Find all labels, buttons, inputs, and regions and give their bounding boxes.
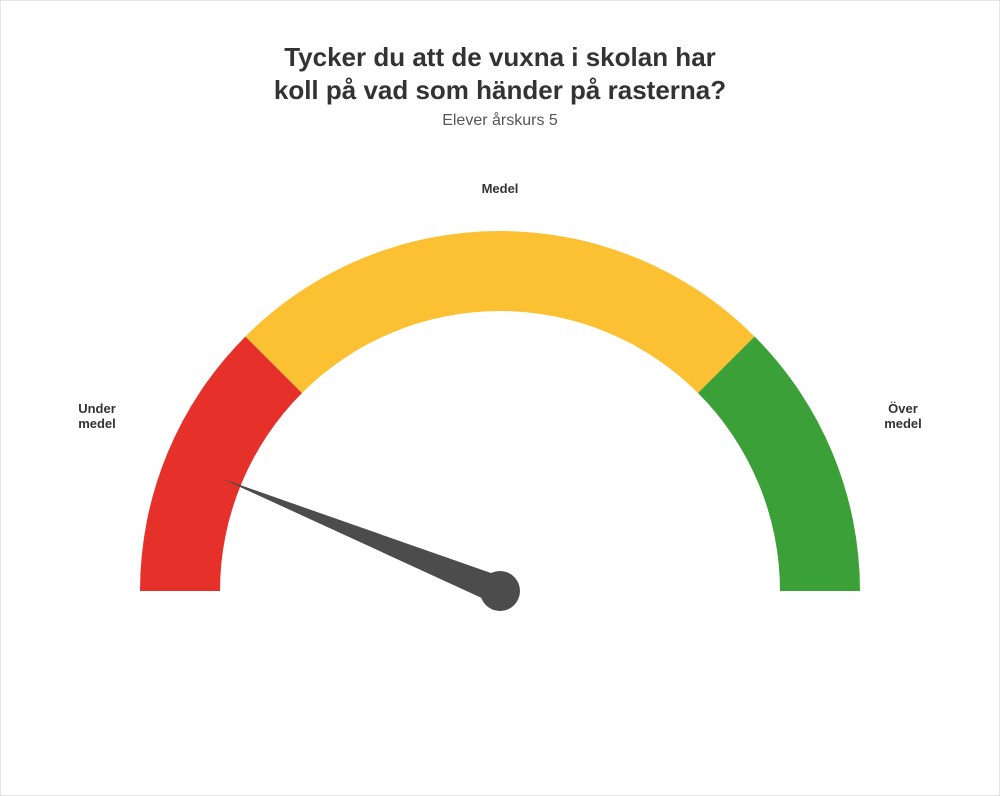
gauge-needle — [222, 479, 505, 604]
gauge-needle-pivot — [480, 571, 520, 611]
gauge-label: Undermedel — [78, 401, 116, 431]
chart-title-line1: Tycker du att de vuxna i skolan har — [1, 41, 999, 74]
title-block: Tycker du att de vuxna i skolan har koll… — [1, 41, 999, 130]
gauge-container: Undermedel Medel Övermedel — [1, 151, 999, 751]
chart-subtitle: Elever årskurs 5 — [1, 112, 999, 130]
gauge-chart: Undermedel Medel Övermedel — [45, 151, 955, 751]
gauge-label: Medel — [482, 181, 519, 196]
gauge-label: Övermedel — [884, 401, 922, 431]
gauge-segment — [245, 231, 754, 393]
gauge-segment — [698, 336, 860, 591]
chart-frame: { "title": { "line1": "Tycker du att de … — [0, 0, 1000, 796]
chart-title-line2: koll på vad som händer på rasterna? — [1, 74, 999, 107]
gauge-segment — [140, 336, 302, 591]
